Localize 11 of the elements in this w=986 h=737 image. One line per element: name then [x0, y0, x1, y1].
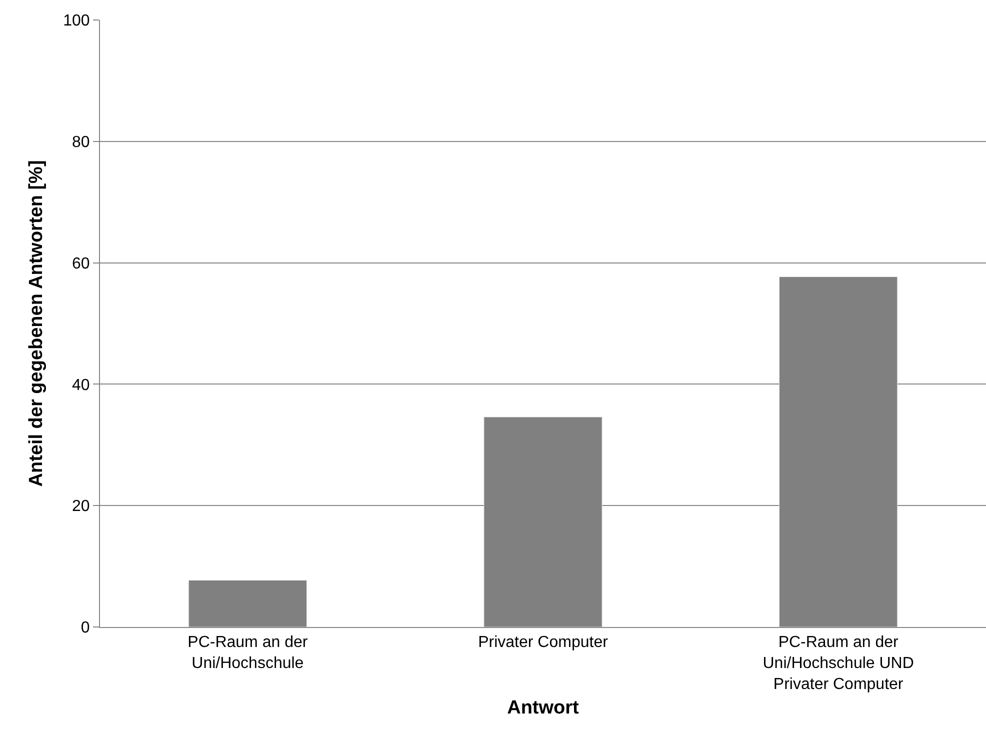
y-tick-label: 20: [72, 498, 90, 516]
y-tick-label: 0: [80, 620, 90, 637]
y-tick-label: 80: [72, 134, 90, 151]
y-tick-label: 40: [72, 376, 90, 394]
x-tick-label: PC-Raum an der Uni/Hochschule: [188, 634, 308, 672]
x-tick-label: PC-Raum an der Uni/Hochschule UND Privater Computer: [762, 634, 914, 693]
y-tick-label: 100: [63, 12, 90, 30]
y-axis-title: Anteil der gegebenen Antworten [%]: [26, 160, 47, 487]
x-axis-title: Antwort: [507, 698, 580, 719]
y-tick-label: 60: [72, 255, 90, 272]
x-tick-label: Privater Computer: [478, 634, 609, 652]
